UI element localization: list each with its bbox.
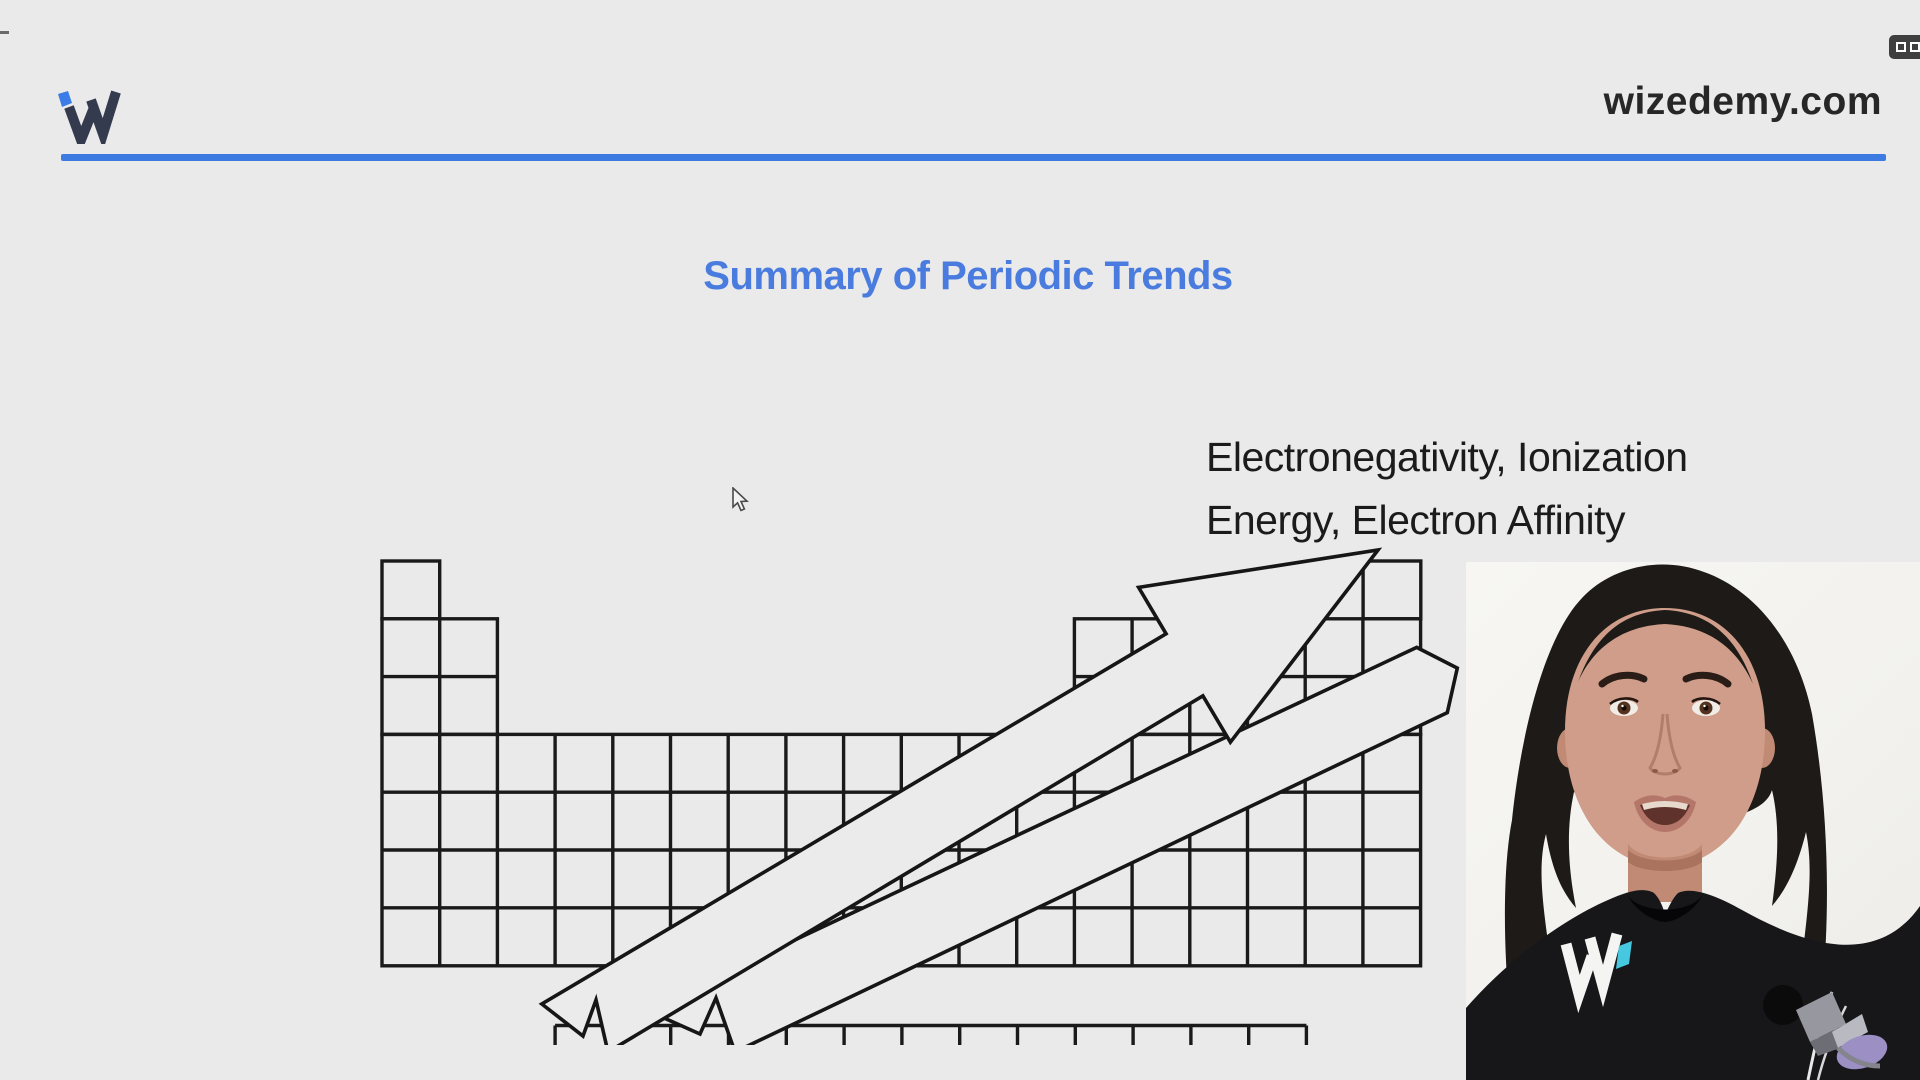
trend-arrow-front	[538, 547, 1383, 1045]
webcam-overlay	[1466, 562, 1920, 1080]
lapel-mic	[1763, 985, 1803, 1025]
shirt-wizedemy-logo	[1560, 932, 1632, 1014]
pip-square-icon	[1910, 42, 1920, 52]
edge-artifact-line	[0, 31, 9, 34]
wizedemy-logo-icon	[58, 90, 121, 144]
periodic-table-trend-diagram	[380, 547, 1460, 1045]
trend-annotation-line2: Energy, Electron Affinity	[1206, 497, 1625, 543]
presenter	[1466, 564, 1920, 1080]
trend-annotation-line1: Electronegativity, Ionization	[1206, 434, 1688, 480]
mouse-cursor-icon	[732, 487, 749, 512]
header-divider	[61, 154, 1886, 161]
trend-annotation: Electronegativity, Ionization Energy, El…	[1206, 426, 1688, 552]
presenter-eyes	[1609, 697, 1721, 716]
slide-title: Summary of Periodic Trends	[703, 254, 1233, 298]
picture-in-picture-button[interactable]	[1889, 35, 1920, 59]
presenter-face	[1564, 608, 1766, 868]
presenter-mouth	[1634, 795, 1696, 832]
brand-domain: wizedemy.com	[1603, 80, 1882, 123]
binder-clip	[1796, 991, 1888, 1080]
pip-square-icon	[1896, 42, 1906, 52]
